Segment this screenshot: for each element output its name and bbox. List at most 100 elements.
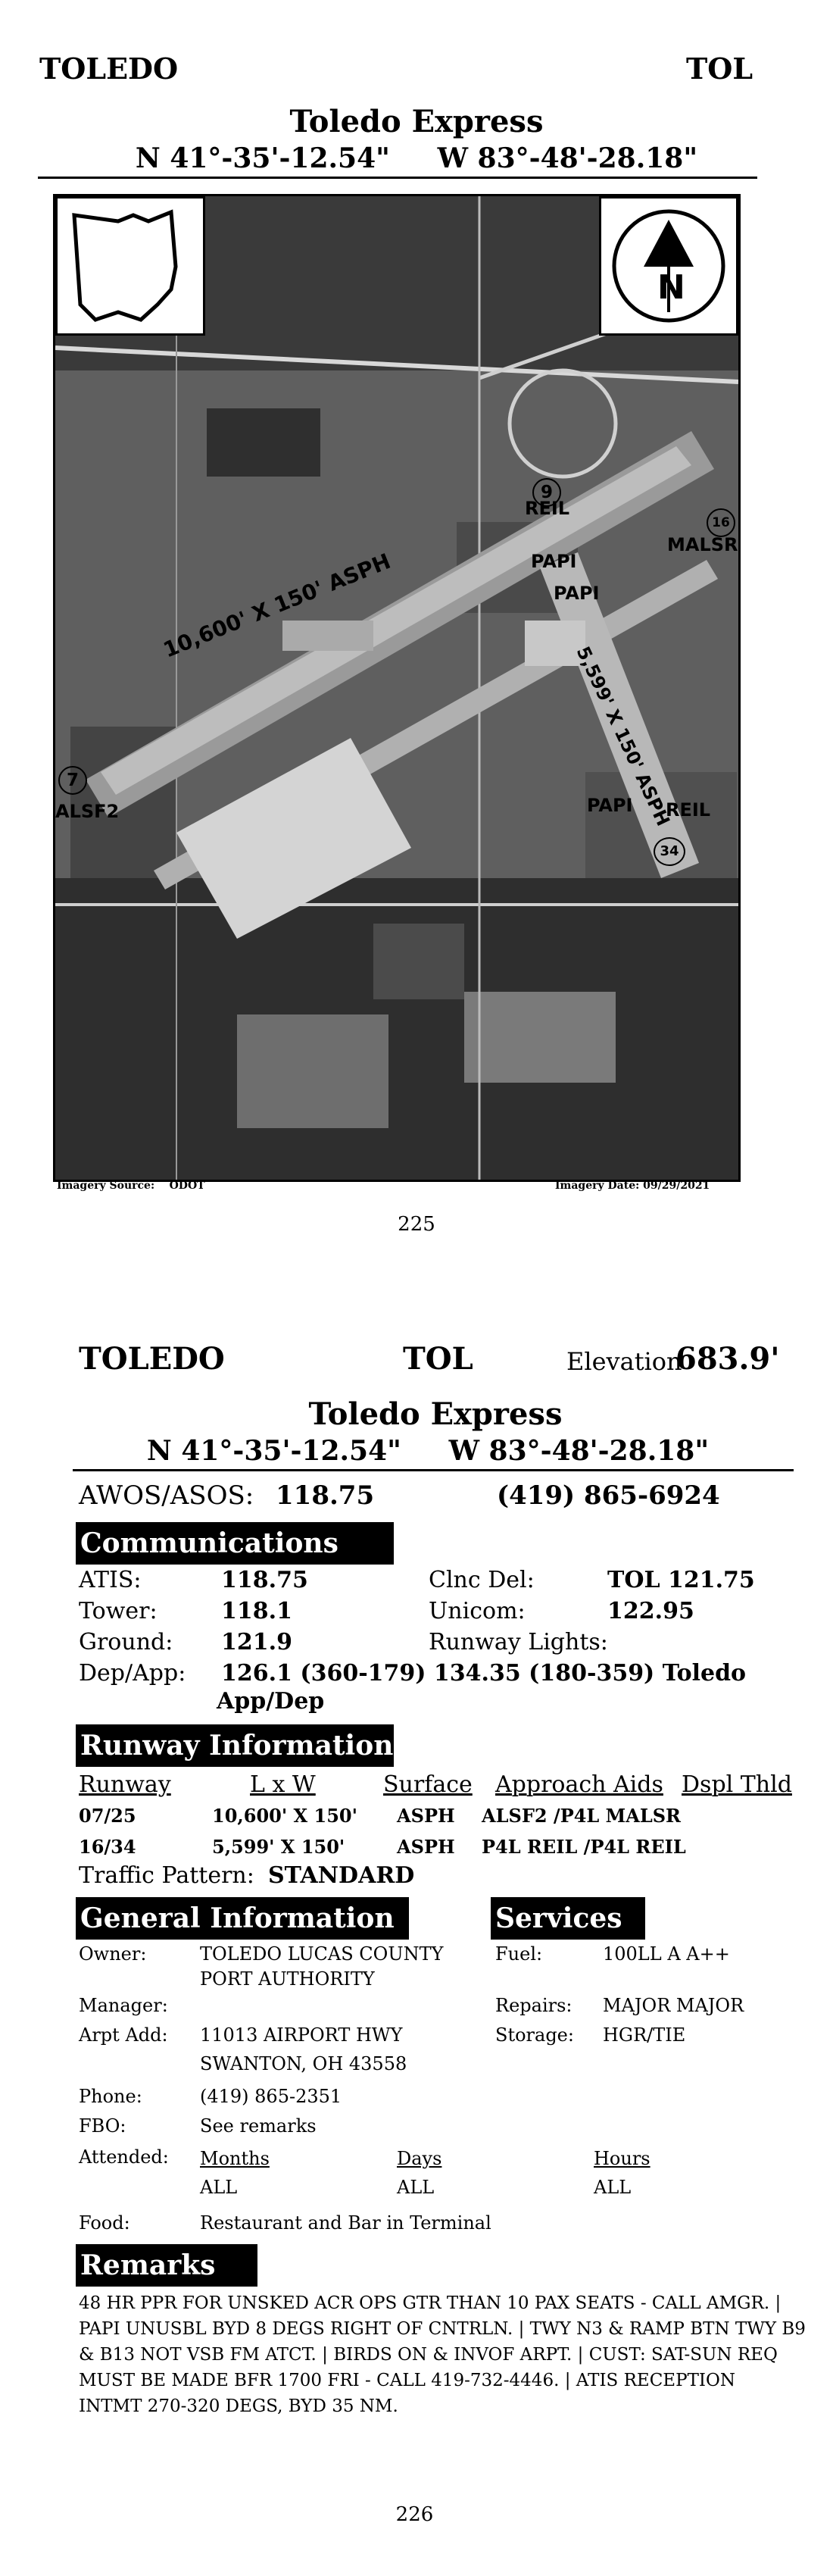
runway-row-2-id: 16/34 xyxy=(79,1836,136,1858)
col-approach-aids: Approach Aids xyxy=(495,1771,663,1798)
manager-label: Manager: xyxy=(79,1995,168,2016)
months-value: ALL xyxy=(200,2177,238,2198)
attended-label: Attended: xyxy=(79,2146,169,2168)
elevation-value: 683.9' xyxy=(675,1341,780,1377)
label-runway-16: 16 xyxy=(707,508,735,537)
col-runway: Runway xyxy=(79,1771,171,1798)
page2-airport-name: Toledo Express xyxy=(308,1396,563,1432)
elevation-label: Elevation xyxy=(566,1347,682,1376)
services-header: Services xyxy=(491,1897,645,1940)
label-runway-7: 7 xyxy=(58,766,87,795)
page1-divider xyxy=(38,177,757,179)
tower-value: 118.1 xyxy=(221,1598,292,1624)
page1-city: TOLEDO xyxy=(39,52,179,86)
fbo-label: FBO: xyxy=(79,2115,126,2137)
imagery-date: Imagery Date: 09/29/2021 xyxy=(555,1180,710,1192)
repairs-label: Repairs: xyxy=(495,1995,572,2016)
ohio-outline-icon xyxy=(72,209,178,322)
page2-airport-code: TOL xyxy=(403,1341,473,1377)
page2-divider xyxy=(73,1469,794,1471)
address-label: Arpt Add: xyxy=(79,2024,168,2046)
owner-value-2: PORT AUTHORITY xyxy=(200,1968,375,1990)
tower-label: Tower: xyxy=(79,1598,158,1624)
remarks-line-1: 48 HR PPR FOR UNSKED ACR OPS GTR THAN 10… xyxy=(79,2293,782,2313)
phone-value: (419) 865-2351 xyxy=(200,2086,342,2107)
runway-row-2-lxw: 5,599' X 150' xyxy=(212,1836,345,1858)
page2-coordinates: N 41°-35'-12.54" W 83°-48'-28.18" xyxy=(146,1435,710,1467)
ground-label: Ground: xyxy=(79,1629,173,1655)
north-arrow-inset: N xyxy=(599,196,738,336)
unicom-label: Unicom: xyxy=(429,1598,526,1624)
address-value-2: SWANTON, OH 43558 xyxy=(200,2053,407,2074)
awos-value: 118.75 xyxy=(276,1480,375,1511)
page1-coordinates: N 41°-35'-12.54" W 83°-48'-28.18" xyxy=(135,142,698,174)
remarks-header: Remarks xyxy=(76,2244,257,2287)
runway-row-2-aids: P4L REIL /P4L REIL xyxy=(482,1836,686,1858)
hours-value: ALL xyxy=(594,2177,632,2198)
traffic-pattern-label: Traffic Pattern: xyxy=(79,1862,254,1889)
depapp-value-1: 126.1 (360-179) 134.35 (180-359) Toledo xyxy=(221,1660,747,1687)
runway-row-1-aids: ALSF2 /P4L MALSR xyxy=(482,1805,682,1827)
aerial-photo: N REIL MALSR PAPI PAPI 10,600' X 150' AS… xyxy=(53,194,741,1182)
atis-value: 118.75 xyxy=(221,1567,308,1593)
col-dspl-thld: Dspl Thld xyxy=(682,1771,792,1798)
depapp-label: Dep/App: xyxy=(79,1660,186,1687)
phone-label: Phone: xyxy=(79,2086,142,2107)
fuel-value: 100LL A A++ xyxy=(603,1943,730,1965)
page1-airport-name: Toledo Express xyxy=(289,104,544,139)
owner-value-1: TOLEDO LUCAS COUNTY xyxy=(200,1943,444,1965)
label-malsr: MALSR xyxy=(667,534,738,555)
owner-label: Owner: xyxy=(79,1943,147,1965)
fbo-value: See remarks xyxy=(200,2115,317,2137)
col-surface: Surface xyxy=(383,1771,473,1798)
clnc-label: Clnc Del: xyxy=(429,1567,535,1593)
awos-label: AWOS/ASOS: xyxy=(79,1480,254,1511)
page2-number: 226 xyxy=(395,2503,434,2526)
runway-lights-label: Runway Lights: xyxy=(429,1629,608,1655)
hours-label: Hours xyxy=(594,2148,650,2169)
runway-row-1-lxw: 10,600' X 150' xyxy=(212,1805,357,1827)
label-papi-1: PAPI xyxy=(531,551,577,572)
food-value: Restaurant and Bar in Terminal xyxy=(200,2212,491,2234)
ground-value: 121.9 xyxy=(221,1629,292,1655)
label-papi-3: PAPI xyxy=(587,795,633,816)
repairs-value: MAJOR MAJOR xyxy=(603,1995,744,2016)
remarks-line-5: INTMT 270-320 DEGS, BYD 35 NM. xyxy=(79,2396,398,2416)
page2-city: TOLEDO xyxy=(79,1341,225,1377)
remarks-line-3: & B13 NOT VSB FM ATCT. | BIRDS ON & INVO… xyxy=(79,2345,778,2365)
days-label: Days xyxy=(397,2148,442,2169)
state-outline-inset xyxy=(55,196,205,336)
page1-number: 225 xyxy=(398,1213,435,1236)
runway-info-header: Runway Information xyxy=(76,1724,394,1767)
aerial-photo-drawing xyxy=(55,196,738,1180)
months-label: Months xyxy=(200,2148,270,2169)
label-runway-9: 9 xyxy=(532,478,561,507)
depapp-value-2: App/Dep xyxy=(217,1688,325,1715)
atis-label: ATIS: xyxy=(79,1567,142,1593)
storage-value: HGR/TIE xyxy=(603,2024,686,2046)
north-label: N xyxy=(657,268,685,307)
imagery-source: Imagery Source: ODOT xyxy=(57,1180,205,1192)
page1-airport-code: TOL xyxy=(686,52,753,86)
communications-header: Communications xyxy=(76,1522,394,1565)
runway-row-2-surface: ASPH xyxy=(397,1836,455,1858)
awos-phone: (419) 865-6924 xyxy=(497,1480,720,1511)
days-value: ALL xyxy=(397,2177,435,2198)
remarks-line-4: MUST BE MADE BFR 1700 FRI - CALL 419-732… xyxy=(79,2371,735,2390)
clnc-value: TOL 121.75 xyxy=(607,1567,755,1593)
label-reil-bottom: REIL xyxy=(666,799,711,821)
address-value-1: 11013 AIRPORT HWY xyxy=(200,2024,403,2046)
north-arrow-icon xyxy=(612,209,725,323)
label-runway-34: 34 xyxy=(654,837,685,866)
food-label: Food: xyxy=(79,2212,130,2234)
general-info-header: General Information xyxy=(76,1897,409,1940)
runway-row-1-id: 07/25 xyxy=(79,1805,136,1827)
label-alsf2: ALSF2 xyxy=(55,801,120,822)
label-papi-2: PAPI xyxy=(554,583,600,604)
remarks-line-2: PAPI UNUSBL BYD 8 DEGS RIGHT OF CNTRLN. … xyxy=(79,2319,806,2339)
unicom-value: 122.95 xyxy=(607,1598,694,1624)
runway-row-1-surface: ASPH xyxy=(397,1805,455,1827)
fuel-label: Fuel: xyxy=(495,1943,543,1965)
col-lxw: L x W xyxy=(250,1771,316,1798)
traffic-pattern-value: STANDARD xyxy=(268,1862,415,1889)
